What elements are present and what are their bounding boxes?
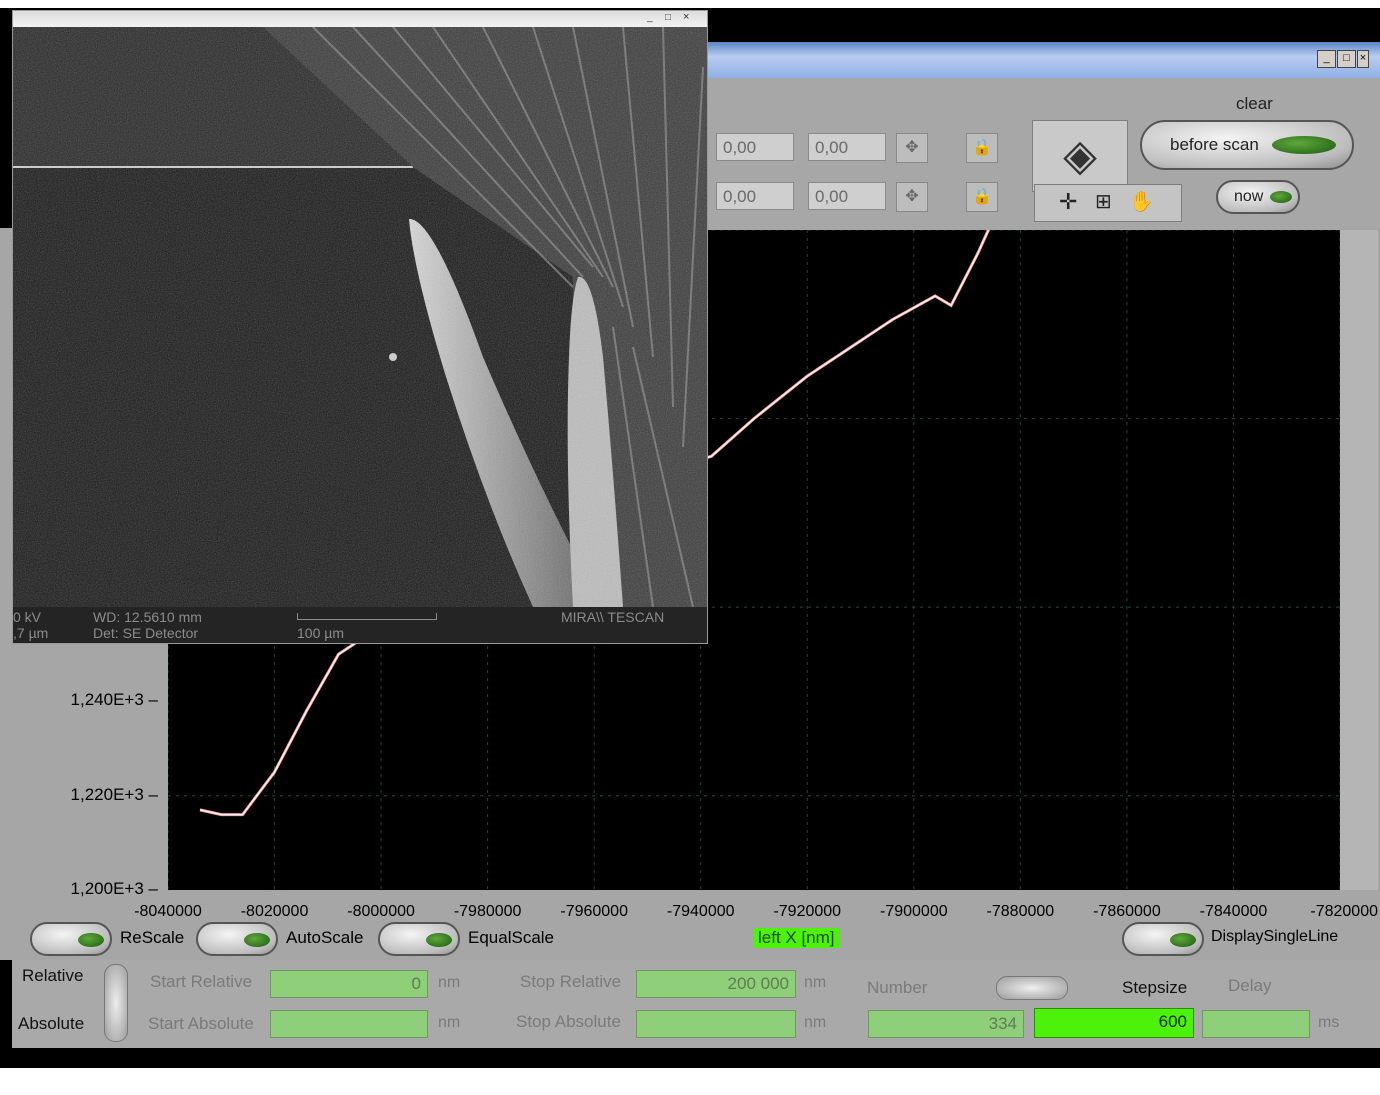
scan-settings-panel: Relative Absolute Start Relative 0 nm St…	[12, 960, 1380, 1048]
sem-info-bar: 0 kV ,7 µm WD: 12.5610 mm Det: SE Detect…	[13, 607, 707, 643]
stop-relative-label: Stop Relative	[520, 972, 622, 991]
window-titlebar: _ □ ×	[700, 42, 1380, 78]
sem-detector: Det: SE Detector	[93, 625, 199, 641]
start-relative-label: Start Relative	[150, 972, 253, 991]
equalscale-label: EqualScale	[468, 928, 555, 947]
x-tick-label: -8020000	[240, 903, 309, 920]
relative-label: Relative	[22, 966, 84, 985]
sem-image-window[interactable]: _ □ × 0 kV ,7 µm WD: 12.5610 mm Det: SE …	[12, 10, 708, 644]
clear-label: clear	[1236, 94, 1273, 113]
stepsize-input[interactable]: 600	[1034, 1008, 1194, 1038]
autoscale-label: AutoScale	[286, 928, 364, 947]
sem-working-distance: WD: 12.5610 mm	[93, 609, 202, 625]
sem-maximize-icon[interactable]: □	[665, 12, 672, 23]
x-tick-label: -8000000	[347, 903, 415, 920]
start-relative-unit: nm	[438, 974, 461, 991]
number-label: Number	[867, 978, 928, 997]
x-tick-label: -7840000	[1199, 903, 1268, 920]
rescale-label: ReScale	[120, 928, 185, 947]
graph-scrollbar[interactable]	[1340, 230, 1378, 890]
display-single-line-toggle[interactable]	[1122, 922, 1204, 956]
crosshair-icon[interactable]: ✛	[1059, 189, 1078, 214]
close-icon[interactable]: ×	[1357, 50, 1369, 68]
now-button[interactable]: now	[1216, 180, 1300, 214]
delay-input[interactable]	[1202, 1010, 1310, 1038]
stop-relative-input[interactable]: 200 000	[636, 970, 796, 998]
sem-brand: MIRA\\ TESCAN	[561, 609, 665, 625]
x-tick-label: -7920000	[773, 903, 842, 920]
stop-absolute-label: Stop Absolute	[516, 1012, 621, 1031]
number-toggle[interactable]	[996, 976, 1068, 1000]
sem-close-icon[interactable]: ×	[683, 11, 690, 23]
autoscale-led	[244, 933, 270, 947]
x-tick-label: -7900000	[880, 903, 948, 920]
move-icon[interactable]: ✥	[896, 182, 928, 212]
cursor2-x-field[interactable]: 0,00	[716, 182, 794, 210]
start-absolute-label: Start Absolute	[148, 1014, 254, 1033]
hand-icon[interactable]: ✋	[1129, 191, 1154, 213]
relative-absolute-switch[interactable]	[104, 964, 128, 1042]
display-single-line-led	[1170, 933, 1196, 947]
display-single-line-label: DisplaySingleLine	[1211, 928, 1339, 945]
sem-scale-bar	[297, 613, 437, 620]
move-icon[interactable]: ✥	[896, 133, 928, 163]
now-led	[1270, 191, 1292, 203]
sem-micrograph	[13, 27, 707, 607]
lock-icon[interactable]: 🔒	[966, 182, 998, 212]
rescale-led	[78, 933, 104, 947]
delay-unit: ms	[1318, 1014, 1340, 1031]
stop-absolute-unit: nm	[804, 1014, 827, 1031]
sem-view-field: ,7 µm	[13, 625, 49, 641]
stop-relative-unit: nm	[804, 974, 827, 991]
x-tick-label: -7860000	[1093, 903, 1161, 920]
cursor2-y-field[interactable]: 0,00	[808, 182, 886, 210]
sem-minimize-icon[interactable]: _	[647, 12, 653, 23]
rescale-toggle[interactable]	[30, 922, 112, 956]
stepsize-label: Stepsize	[1122, 978, 1188, 997]
delay-label: Delay	[1228, 976, 1272, 995]
cursor-y-field[interactable]: 0,00	[808, 133, 886, 161]
x-tick-label: -7960000	[560, 903, 628, 920]
equalscale-led	[426, 933, 452, 947]
y-tick-label: 1,200E+3 –	[70, 879, 158, 898]
sem-hv: 0 kV	[13, 609, 42, 625]
cursor-x-field[interactable]: 0,00	[716, 133, 794, 161]
start-absolute-unit: nm	[438, 1014, 461, 1031]
before-scan-label: before scan	[1170, 135, 1259, 154]
x-tick-label: -7980000	[453, 903, 522, 920]
diamond-nav-icon[interactable]: ◈	[1032, 120, 1128, 192]
x-tick-label: -7820000	[1310, 903, 1378, 920]
absolute-label: Absolute	[18, 1014, 85, 1033]
start-relative-input[interactable]: 0	[270, 970, 428, 998]
before-scan-led	[1272, 136, 1336, 154]
start-absolute-input[interactable]	[270, 1010, 428, 1038]
zoom-icon[interactable]: ⊞	[1095, 191, 1112, 213]
sem-scale-label: 100 µm	[297, 625, 344, 641]
autoscale-toggle[interactable]	[196, 922, 278, 956]
lock-icon[interactable]: 🔒	[966, 133, 998, 163]
now-label: now	[1234, 188, 1264, 205]
minimize-icon[interactable]: _	[1317, 50, 1336, 68]
x-tick-label: -7940000	[666, 903, 735, 920]
cursor-toolbar: 0,00 0,00 ✥ 🔒 0,00 0,00 ✥ 🔒 ◈ ✛ ⊞ ✋ clea…	[700, 78, 1380, 228]
maximize-icon[interactable]: □	[1337, 50, 1356, 68]
number-input[interactable]: 334	[868, 1010, 1024, 1038]
graph-palette: ✛ ⊞ ✋	[1034, 184, 1182, 222]
y-tick-label: 1,220E+3 –	[70, 784, 158, 804]
before-scan-button[interactable]: before scan	[1140, 120, 1354, 170]
x-axis-label: left X [nm]	[754, 928, 839, 948]
x-tick-label: -8040000	[134, 903, 202, 920]
y-tick-label: 1,240E+3 –	[70, 690, 158, 710]
equalscale-toggle[interactable]	[378, 922, 460, 956]
stop-absolute-input[interactable]	[636, 1010, 796, 1038]
sem-titlebar: _ □ ×	[13, 11, 707, 27]
x-tick-label: -7880000	[986, 903, 1055, 920]
